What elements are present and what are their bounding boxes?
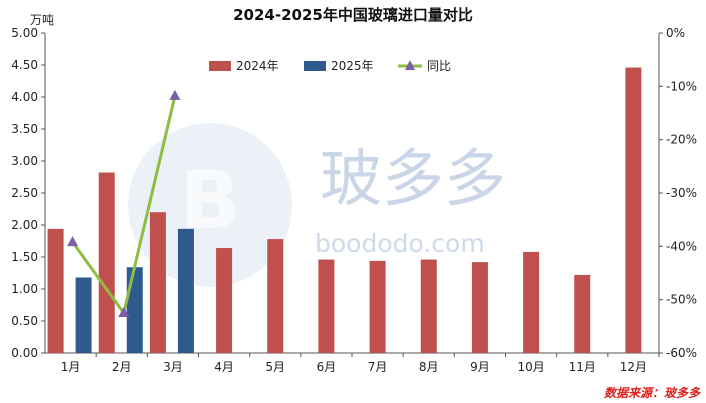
bar-2024 bbox=[574, 274, 591, 353]
legend-label: 2024年 bbox=[236, 59, 279, 73]
bar-2025 bbox=[126, 267, 143, 353]
x-tick-label: 9月 bbox=[470, 360, 490, 374]
bar-2024 bbox=[369, 260, 386, 353]
legend: 2024年 2025年 同比 bbox=[209, 59, 451, 73]
y-right-tick-label: -50% bbox=[666, 293, 697, 307]
yoy-point bbox=[67, 236, 79, 247]
x-tick-label: 3月 bbox=[163, 360, 183, 374]
legend-swatch-marker bbox=[405, 60, 415, 70]
x-tick-label: 5月 bbox=[265, 360, 285, 374]
y-right-tick-label: -60% bbox=[666, 346, 697, 360]
x-tick-label: 2月 bbox=[112, 360, 132, 374]
yoy-line-series bbox=[67, 89, 181, 317]
watermark-url: boododo.com bbox=[315, 229, 485, 258]
y-left-tick-label: 4.50 bbox=[11, 58, 38, 72]
y-left-tick-label: 2.00 bbox=[11, 218, 38, 232]
x-tick-label: 11月 bbox=[569, 360, 596, 374]
watermark-brand: 玻多多 bbox=[320, 142, 506, 215]
bar-2025 bbox=[75, 277, 92, 353]
x-tick-label: 4月 bbox=[214, 360, 234, 374]
bar-2024 bbox=[216, 248, 233, 353]
y-right-tick-label: 0% bbox=[666, 26, 685, 40]
y-left-tick-label: 1.50 bbox=[11, 250, 38, 264]
bar-2024 bbox=[47, 228, 64, 353]
chart-title: 2024-2025年中国玻璃进口量对比 bbox=[233, 6, 473, 24]
bars bbox=[47, 67, 642, 353]
y-left-tick-label: 1.00 bbox=[11, 282, 38, 296]
x-tick-label: 1月 bbox=[61, 360, 81, 374]
bar-2024 bbox=[98, 172, 115, 353]
x-axis-ticks: 1月 2月 3月 4月 5月 6月 7月 8月 9月 10月 11月 12月 bbox=[61, 353, 660, 374]
legend-swatch bbox=[209, 61, 231, 71]
legend-label: 同比 bbox=[427, 59, 451, 73]
bar-2025 bbox=[177, 228, 194, 353]
bar-2024 bbox=[267, 239, 284, 353]
y-left-tick-label: 5.00 bbox=[11, 26, 38, 40]
x-tick-label: 6月 bbox=[317, 360, 337, 374]
bar-2024 bbox=[523, 251, 540, 353]
y-left-tick-label: 3.00 bbox=[11, 154, 38, 168]
y-right-tick-label: -40% bbox=[666, 239, 697, 253]
x-tick-label: 12月 bbox=[620, 360, 647, 374]
bar-2024 bbox=[318, 259, 335, 353]
y-left-tick-label: 0.50 bbox=[11, 314, 38, 328]
bar-2024 bbox=[420, 259, 437, 353]
yoy-point bbox=[169, 89, 181, 100]
legend-swatch bbox=[304, 61, 326, 71]
bar-2024 bbox=[471, 262, 488, 353]
legend-label: 2025年 bbox=[331, 59, 374, 73]
y-right-tick-label: -20% bbox=[666, 133, 697, 147]
x-tick-label: 10月 bbox=[517, 360, 544, 374]
y-left-tick-label: 2.50 bbox=[11, 186, 38, 200]
y-axis-left-ticks: 0.00 0.50 1.00 1.50 2.00 2.50 3.00 3.50 4.00 4.50… bbox=[11, 26, 45, 360]
bar-2024 bbox=[625, 67, 642, 353]
y-right-tick-label: -10% bbox=[666, 79, 697, 93]
bar-2024 bbox=[149, 212, 166, 353]
y-right-tick-label: -30% bbox=[666, 186, 697, 200]
watermark-logo bbox=[128, 123, 292, 287]
x-tick-label: 8月 bbox=[419, 360, 439, 374]
y-axis-label: 万吨 bbox=[30, 13, 54, 27]
watermark: B 玻多多 boododo.com bbox=[128, 123, 506, 287]
y-left-tick-label: 4.00 bbox=[11, 90, 38, 104]
source-note: 数据来源：玻多多 bbox=[604, 386, 701, 400]
yoy-point bbox=[118, 307, 130, 317]
y-left-tick-label: 3.50 bbox=[11, 122, 38, 136]
y-left-tick-label: 0.00 bbox=[11, 346, 38, 360]
y-axis-right-ticks: -60% -50% -40% -30% -20% -10% 0% bbox=[659, 26, 697, 360]
x-tick-label: 7月 bbox=[368, 360, 388, 374]
